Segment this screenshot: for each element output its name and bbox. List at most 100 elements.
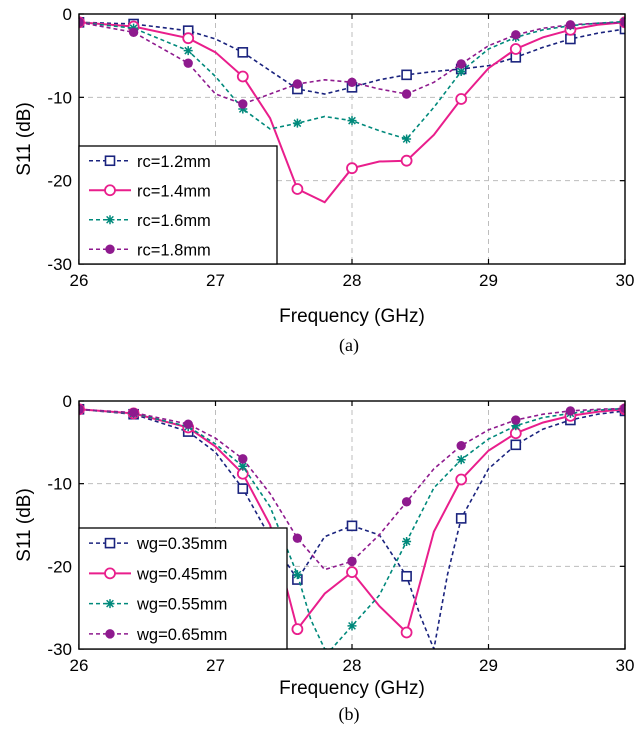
data-point-series-2 <box>292 118 302 128</box>
data-point-series-0 <box>401 69 412 81</box>
data-point-series-2 <box>292 570 302 580</box>
x-tick-label: 27 <box>206 656 225 675</box>
x-tick-label: 26 <box>70 271 89 290</box>
data-point-series-2 <box>183 46 193 56</box>
data-point-series-1 <box>509 43 522 55</box>
series-line-2 <box>79 407 625 649</box>
data-point-series-2 <box>456 455 466 465</box>
y-tick-label: 0 <box>63 392 72 411</box>
data-point-series-0 <box>619 23 625 35</box>
data-point-series-0 <box>455 513 467 524</box>
data-point-series-0 <box>346 520 358 532</box>
x-tick-label: 28 <box>343 271 362 290</box>
data-point-series-2 <box>511 421 521 431</box>
legend-marker-2 <box>105 599 115 609</box>
data-point-series-3 <box>511 30 521 40</box>
legend-marker-0 <box>104 537 116 549</box>
legend-label-2: rc=1.6mm <box>137 212 211 230</box>
legend-marker-1 <box>104 567 116 580</box>
y-axis-label: S11 (dB) <box>14 488 35 562</box>
data-point-series-3 <box>456 59 466 69</box>
series-group <box>79 16 625 204</box>
y-tick-label: -20 <box>47 557 72 576</box>
legend: rc=1.2mm rc=1.4mm rc=1.6mm rc=1.8mm <box>78 145 278 265</box>
legend-label-3: wg=0.65mm <box>136 626 227 644</box>
data-point-series-3 <box>565 406 576 416</box>
y-tick-label: -20 <box>47 172 72 191</box>
series-line-3 <box>79 407 625 571</box>
data-point-series-3 <box>292 79 303 89</box>
data-point-series-1 <box>291 183 304 195</box>
data-point-series-1 <box>236 70 249 83</box>
data-point-series-3 <box>183 419 193 429</box>
data-point-series-2 <box>347 116 357 126</box>
legend-label-0: wg=0.35mm <box>136 535 227 553</box>
legend-label-1: wg=0.45mm <box>136 565 227 583</box>
data-point-series-0 <box>237 483 249 494</box>
y-tick-label: -10 <box>47 475 72 494</box>
x-tick-label: 26 <box>70 656 89 675</box>
data-point-series-1 <box>455 473 468 486</box>
x-tick-label: 29 <box>479 656 498 675</box>
data-point-series-1 <box>455 93 468 105</box>
series-line-2 <box>79 20 625 140</box>
legend-marker-2 <box>105 215 115 225</box>
data-point-series-3 <box>292 533 303 543</box>
data-point-series-2 <box>402 537 412 547</box>
legend-marker-0 <box>104 155 116 167</box>
x-tick-label: 27 <box>206 271 225 290</box>
data-point-series-2 <box>238 104 248 114</box>
x-tick-label: 29 <box>479 271 498 290</box>
panel-caption: (b) <box>339 704 360 725</box>
legend-marker-1 <box>104 184 116 197</box>
chart-panel-a: 26 27 28 29 30 0 -10 -20 -30 Frequency (GHz) S11 (… <box>14 5 634 356</box>
series-line-1 <box>79 408 625 635</box>
x-tick-label: 30 <box>616 271 635 290</box>
data-point-series-3 <box>401 497 412 507</box>
data-point-series-1 <box>346 162 358 175</box>
data-point-series-3 <box>347 77 357 88</box>
data-point-series-1 <box>346 566 358 579</box>
data-point-series-2 <box>238 461 248 471</box>
data-point-series-3 <box>238 99 248 109</box>
series-line-3 <box>79 21 625 105</box>
legend-label-0: rc=1.2mm <box>137 153 211 171</box>
data-point-series-0 <box>565 33 576 45</box>
data-point-series-1 <box>291 623 304 636</box>
data-point-series-1 <box>400 626 413 639</box>
data-point-series-2 <box>456 67 466 76</box>
data-point-series-0 <box>510 439 522 451</box>
data-point-series-3 <box>401 89 412 99</box>
x-axis-label: Frequency (GHz) <box>279 306 425 327</box>
data-point-series-3 <box>238 454 248 464</box>
y-tick-label: -30 <box>47 640 72 659</box>
data-point-series-3 <box>128 27 139 38</box>
series-group <box>79 403 625 649</box>
legend: wg=0.35mm wg=0.45mm wg=0.55mm wg=0.65mm <box>78 527 288 650</box>
data-point-series-1 <box>182 32 195 45</box>
data-point-series-3 <box>456 440 466 451</box>
data-point-series-3 <box>128 407 139 418</box>
chart-panel-b: 26 27 28 29 30 0 -10 -20 -30 Frequency (GHz) S11 (… <box>14 392 634 725</box>
x-tick-label: 30 <box>616 656 635 675</box>
data-point-series-0 <box>237 47 249 58</box>
data-point-series-3 <box>565 20 576 30</box>
data-point-series-3 <box>347 556 357 567</box>
y-tick-label: -10 <box>47 88 72 107</box>
legend-marker-3 <box>105 629 115 639</box>
data-point-series-0 <box>401 570 412 582</box>
y-tick-label: 0 <box>63 5 72 24</box>
legend-label-2: wg=0.55mm <box>136 596 227 614</box>
y-tick-label: -30 <box>47 255 72 274</box>
series-line-0 <box>79 21 625 95</box>
legend-label-3: rc=1.8mm <box>137 241 211 259</box>
panel-caption: (a) <box>339 335 359 356</box>
legend-marker-3 <box>105 244 115 254</box>
data-point-series-3 <box>183 58 193 68</box>
y-axis-label: S11 (dB) <box>14 102 35 176</box>
data-point-series-2 <box>347 621 357 631</box>
x-tick-label: 28 <box>343 656 362 675</box>
data-point-series-3 <box>511 415 521 425</box>
legend-label-1: rc=1.4mm <box>137 182 211 200</box>
